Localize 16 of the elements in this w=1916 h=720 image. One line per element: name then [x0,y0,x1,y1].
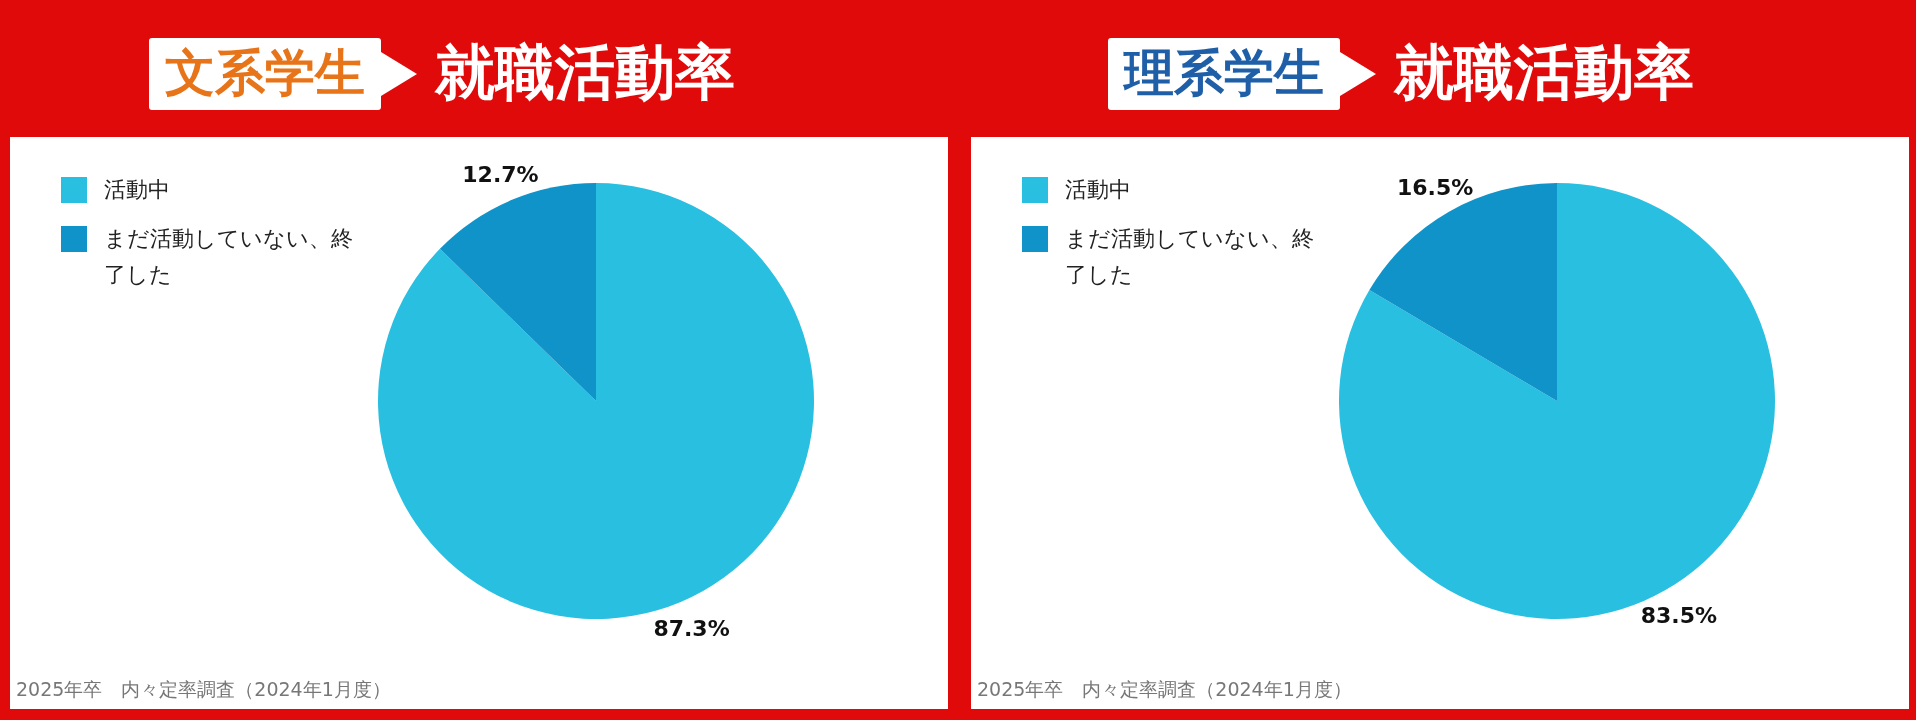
chart-title: 文系学生 [149,37,381,110]
data-label: 87.3% [653,615,730,641]
chart-subtitle: 就職活動率 [1394,36,1694,109]
pie-slice [439,183,596,401]
legend-label: 活動中 [1065,176,1132,204]
data-label: 12.7% [462,162,539,188]
data-label: 16.5% [1396,175,1474,201]
chart-title: 理系学生 [1108,37,1340,110]
legend-label: まだ活動していない、終了した [104,225,354,289]
text: 2025年卒 内々定率調査（2024年1月度） [16,677,391,702]
legend-label: 活動中 [104,176,171,204]
data-label: 83.5% [1640,602,1718,628]
text: 2025年卒 内々定率調査（2024年1月度） [977,677,1352,702]
pie-slice [378,183,814,619]
chart-subtitle: 就職活動率 [435,36,735,109]
legend-label: まだ活動していない、終了した [1065,225,1315,289]
